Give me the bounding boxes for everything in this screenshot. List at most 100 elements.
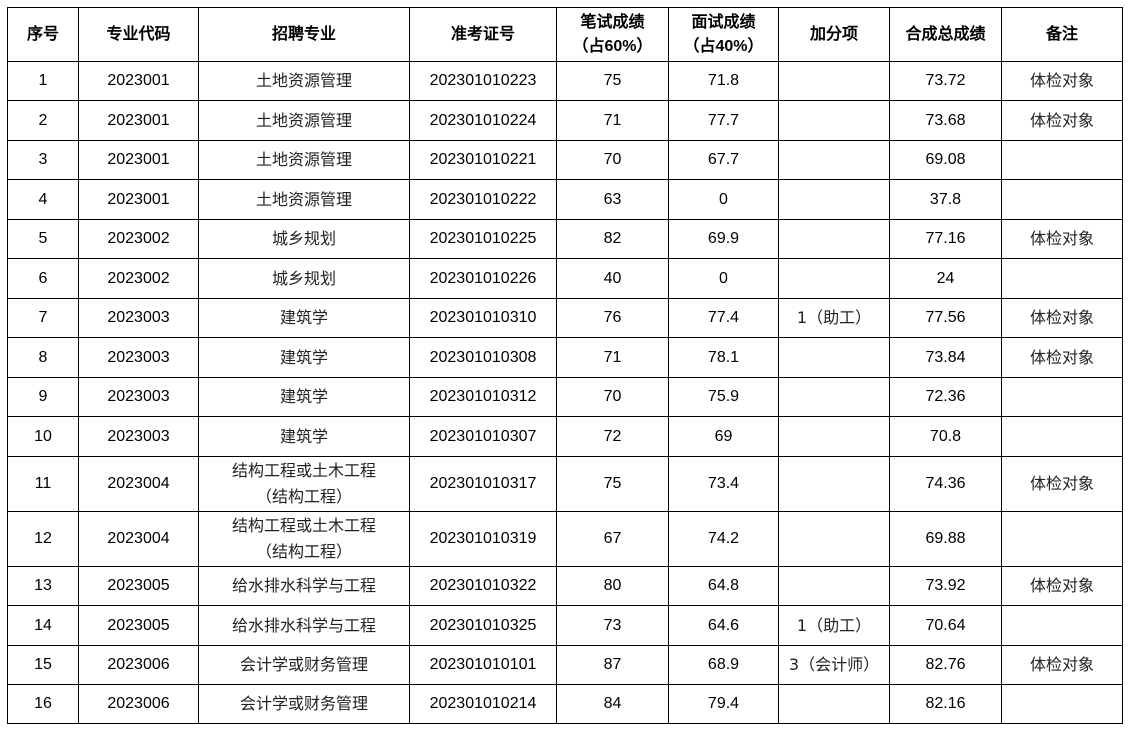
written-score-cell: 70 — [556, 140, 669, 180]
major-name-cell: 土地资源管理 — [198, 100, 410, 141]
table-row: 5 2023002 城乡规划 202301010225 82 69.9 77.16 体检对象 — [7, 219, 1123, 259]
major-name-cell: 建筑学 — [198, 416, 410, 457]
major-name-line: 土地资源管理 — [255, 110, 352, 130]
major-name-line: 建筑学 — [279, 426, 328, 446]
total-score-cell: 77.56 — [889, 298, 1002, 338]
interview-score-cell: 68.9 — [668, 645, 779, 685]
bonus-item-cell — [778, 61, 890, 101]
table-row: 4 2023001 土地资源管理 202301010222 63 0 37.8 — [7, 179, 1123, 220]
header-written-line2: （占60%） — [572, 37, 653, 55]
major-name-line: 结构工程或土木工程 — [231, 516, 376, 535]
written-score-cell: 84 — [556, 684, 669, 724]
header-total: 合成总成绩 — [889, 7, 1002, 62]
total-score-cell: 73.84 — [889, 337, 1002, 378]
major-code-cell: 2023004 — [78, 456, 199, 512]
written-score-cell: 80 — [556, 566, 669, 606]
header-written-line1: 笔试成绩 — [580, 13, 645, 31]
header-written: 笔试成绩 （占60%） — [556, 7, 669, 62]
bonus-item-cell — [778, 456, 890, 512]
exam-id-cell: 202301010310 — [409, 298, 557, 338]
exam-id-cell: 202301010225 — [409, 219, 557, 259]
note-cell: 体检对象 — [1001, 100, 1123, 141]
row-no-cell: 8 — [7, 337, 79, 378]
score-table: 序号 专业代码 招聘专业 准考证号 笔试成绩 （占60%） 面试成绩 （占40%） … — [7, 7, 1123, 724]
major-name-line: 给水排水科学与工程 — [231, 615, 376, 635]
table-row: 9 2023003 建筑学 202301010312 70 75.9 72.36 — [7, 377, 1123, 417]
note-cell — [1001, 140, 1123, 180]
major-name-cell: 建筑学 — [198, 377, 410, 417]
total-score-cell: 24 — [889, 258, 1002, 299]
header-major: 招聘专业 — [198, 7, 410, 62]
total-score-cell: 70.64 — [889, 605, 1002, 646]
table-row: 15 2023006 会计学或财务管理 202301010101 87 68.9 3（会计师… — [7, 645, 1123, 685]
table-row: 8 2023003 建筑学 202301010308 71 78.1 73.84 体检对象 — [7, 337, 1123, 378]
table-row: 13 2023005 给水排水科学与工程 202301010322 80 64.8 73.9… — [7, 566, 1123, 606]
table-row: 10 2023003 建筑学 202301010307 72 69 70.8 — [7, 416, 1123, 457]
bonus-item-cell — [778, 140, 890, 180]
row-no-cell: 14 — [7, 605, 79, 646]
major-name-line: （结构工程） — [255, 542, 352, 561]
exam-id-cell: 202301010312 — [409, 377, 557, 417]
note-cell — [1001, 605, 1123, 646]
major-code-cell: 2023003 — [78, 416, 199, 457]
total-score-cell: 72.36 — [889, 377, 1002, 417]
exam-id-cell: 202301010214 — [409, 684, 557, 724]
interview-score-cell: 73.4 — [668, 456, 779, 512]
major-name-cell: 会计学或财务管理 — [198, 684, 410, 724]
interview-score-cell: 74.2 — [668, 511, 779, 567]
total-score-cell: 69.88 — [889, 511, 1002, 567]
major-name-line: 土地资源管理 — [255, 71, 352, 90]
exam-id-cell: 202301010222 — [409, 179, 557, 220]
row-no-cell: 4 — [7, 179, 79, 220]
major-name-line: 城乡规划 — [271, 229, 336, 248]
note-cell — [1001, 258, 1123, 299]
row-no-cell: 13 — [7, 566, 79, 606]
exam-id-cell: 202301010101 — [409, 645, 557, 685]
bonus-item-cell — [778, 511, 890, 567]
row-no-cell: 12 — [7, 511, 79, 567]
written-score-cell: 71 — [556, 337, 669, 378]
major-name-cell: 土地资源管理 — [198, 61, 410, 101]
written-score-cell: 40 — [556, 258, 669, 299]
exam-id-cell: 202301010322 — [409, 566, 557, 606]
total-score-cell: 37.8 — [889, 179, 1002, 220]
note-cell — [1001, 377, 1123, 417]
major-name-cell: 结构工程或土木工程 （结构工程） — [198, 456, 410, 512]
row-no-cell: 3 — [7, 140, 79, 180]
table-row: 12 2023004 结构工程或土木工程 （结构工程） 202301010319 67 74… — [7, 511, 1123, 567]
major-name-cell: 给水排水科学与工程 — [198, 605, 410, 646]
major-name-line: 会计学或财务管理 — [239, 655, 368, 674]
written-score-cell: 67 — [556, 511, 669, 567]
major-name-cell: 土地资源管理 — [198, 179, 410, 220]
note-cell: 体检对象 — [1001, 456, 1123, 512]
bonus-item-cell — [778, 337, 890, 378]
written-score-cell: 63 — [556, 179, 669, 220]
exam-id-cell: 202301010223 — [409, 61, 557, 101]
written-score-cell: 82 — [556, 219, 669, 259]
major-name-cell: 土地资源管理 — [198, 140, 410, 180]
total-score-cell: 77.16 — [889, 219, 1002, 259]
table-row: 11 2023004 结构工程或土木工程 （结构工程） 202301010317 75 73… — [7, 456, 1123, 512]
table-row: 2 2023001 土地资源管理 202301010224 71 77.7 73.68 体检对… — [7, 100, 1123, 141]
major-code-cell: 2023005 — [78, 566, 199, 606]
bonus-item-cell: 1（助工） — [778, 298, 890, 338]
note-cell — [1001, 511, 1123, 567]
total-score-cell: 82.16 — [889, 684, 1002, 724]
interview-score-cell: 77.4 — [668, 298, 779, 338]
major-code-cell: 2023002 — [78, 258, 199, 299]
major-code-cell: 2023005 — [78, 605, 199, 646]
interview-score-cell: 78.1 — [668, 337, 779, 378]
interview-score-cell: 64.8 — [668, 566, 779, 606]
note-cell — [1001, 179, 1123, 220]
bonus-item-cell — [778, 566, 890, 606]
interview-score-cell: 69.9 — [668, 219, 779, 259]
written-score-cell: 87 — [556, 645, 669, 685]
major-code-cell: 2023003 — [78, 298, 199, 338]
note-cell: 体检对象 — [1001, 298, 1123, 338]
header-row: 序号 专业代码 招聘专业 准考证号 笔试成绩 （占60%） 面试成绩 （占40%） … — [7, 7, 1123, 62]
major-name-line: 给水排水科学与工程 — [231, 576, 376, 595]
header-exam-id: 准考证号 — [409, 7, 557, 62]
note-cell: 体检对象 — [1001, 337, 1123, 378]
major-code-cell: 2023003 — [78, 337, 199, 378]
interview-score-cell: 79.4 — [668, 684, 779, 724]
